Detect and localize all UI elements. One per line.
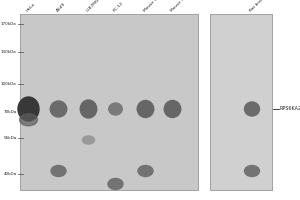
Text: U-87MG: U-87MG bbox=[86, 0, 101, 13]
Bar bbox=[210, 14, 272, 190]
Ellipse shape bbox=[18, 97, 39, 121]
Ellipse shape bbox=[138, 166, 153, 177]
Ellipse shape bbox=[82, 136, 94, 144]
Text: Mouse brain: Mouse brain bbox=[143, 0, 164, 13]
Ellipse shape bbox=[164, 100, 181, 117]
Text: Mouse heart: Mouse heart bbox=[170, 0, 192, 13]
Ellipse shape bbox=[109, 103, 122, 115]
Text: 70kDa: 70kDa bbox=[3, 110, 16, 114]
Ellipse shape bbox=[51, 166, 66, 177]
Ellipse shape bbox=[244, 166, 260, 177]
Text: 130kDa: 130kDa bbox=[1, 50, 16, 54]
Ellipse shape bbox=[82, 136, 94, 144]
Bar bbox=[20, 14, 198, 190]
Text: 170kDa: 170kDa bbox=[1, 22, 16, 26]
Ellipse shape bbox=[108, 178, 123, 190]
Text: A549: A549 bbox=[56, 2, 67, 13]
Text: 55kDa: 55kDa bbox=[3, 136, 16, 140]
Text: PC-12: PC-12 bbox=[113, 1, 124, 13]
Text: 40kDa: 40kDa bbox=[3, 172, 16, 176]
Text: Rat brain: Rat brain bbox=[249, 0, 266, 13]
Text: RPS6KA2: RPS6KA2 bbox=[280, 106, 300, 112]
Ellipse shape bbox=[50, 101, 67, 117]
Text: 100kDa: 100kDa bbox=[1, 82, 16, 86]
Ellipse shape bbox=[80, 100, 97, 118]
Ellipse shape bbox=[244, 102, 260, 116]
Ellipse shape bbox=[20, 114, 38, 126]
Text: HeLa: HeLa bbox=[26, 2, 36, 13]
Ellipse shape bbox=[137, 100, 154, 117]
